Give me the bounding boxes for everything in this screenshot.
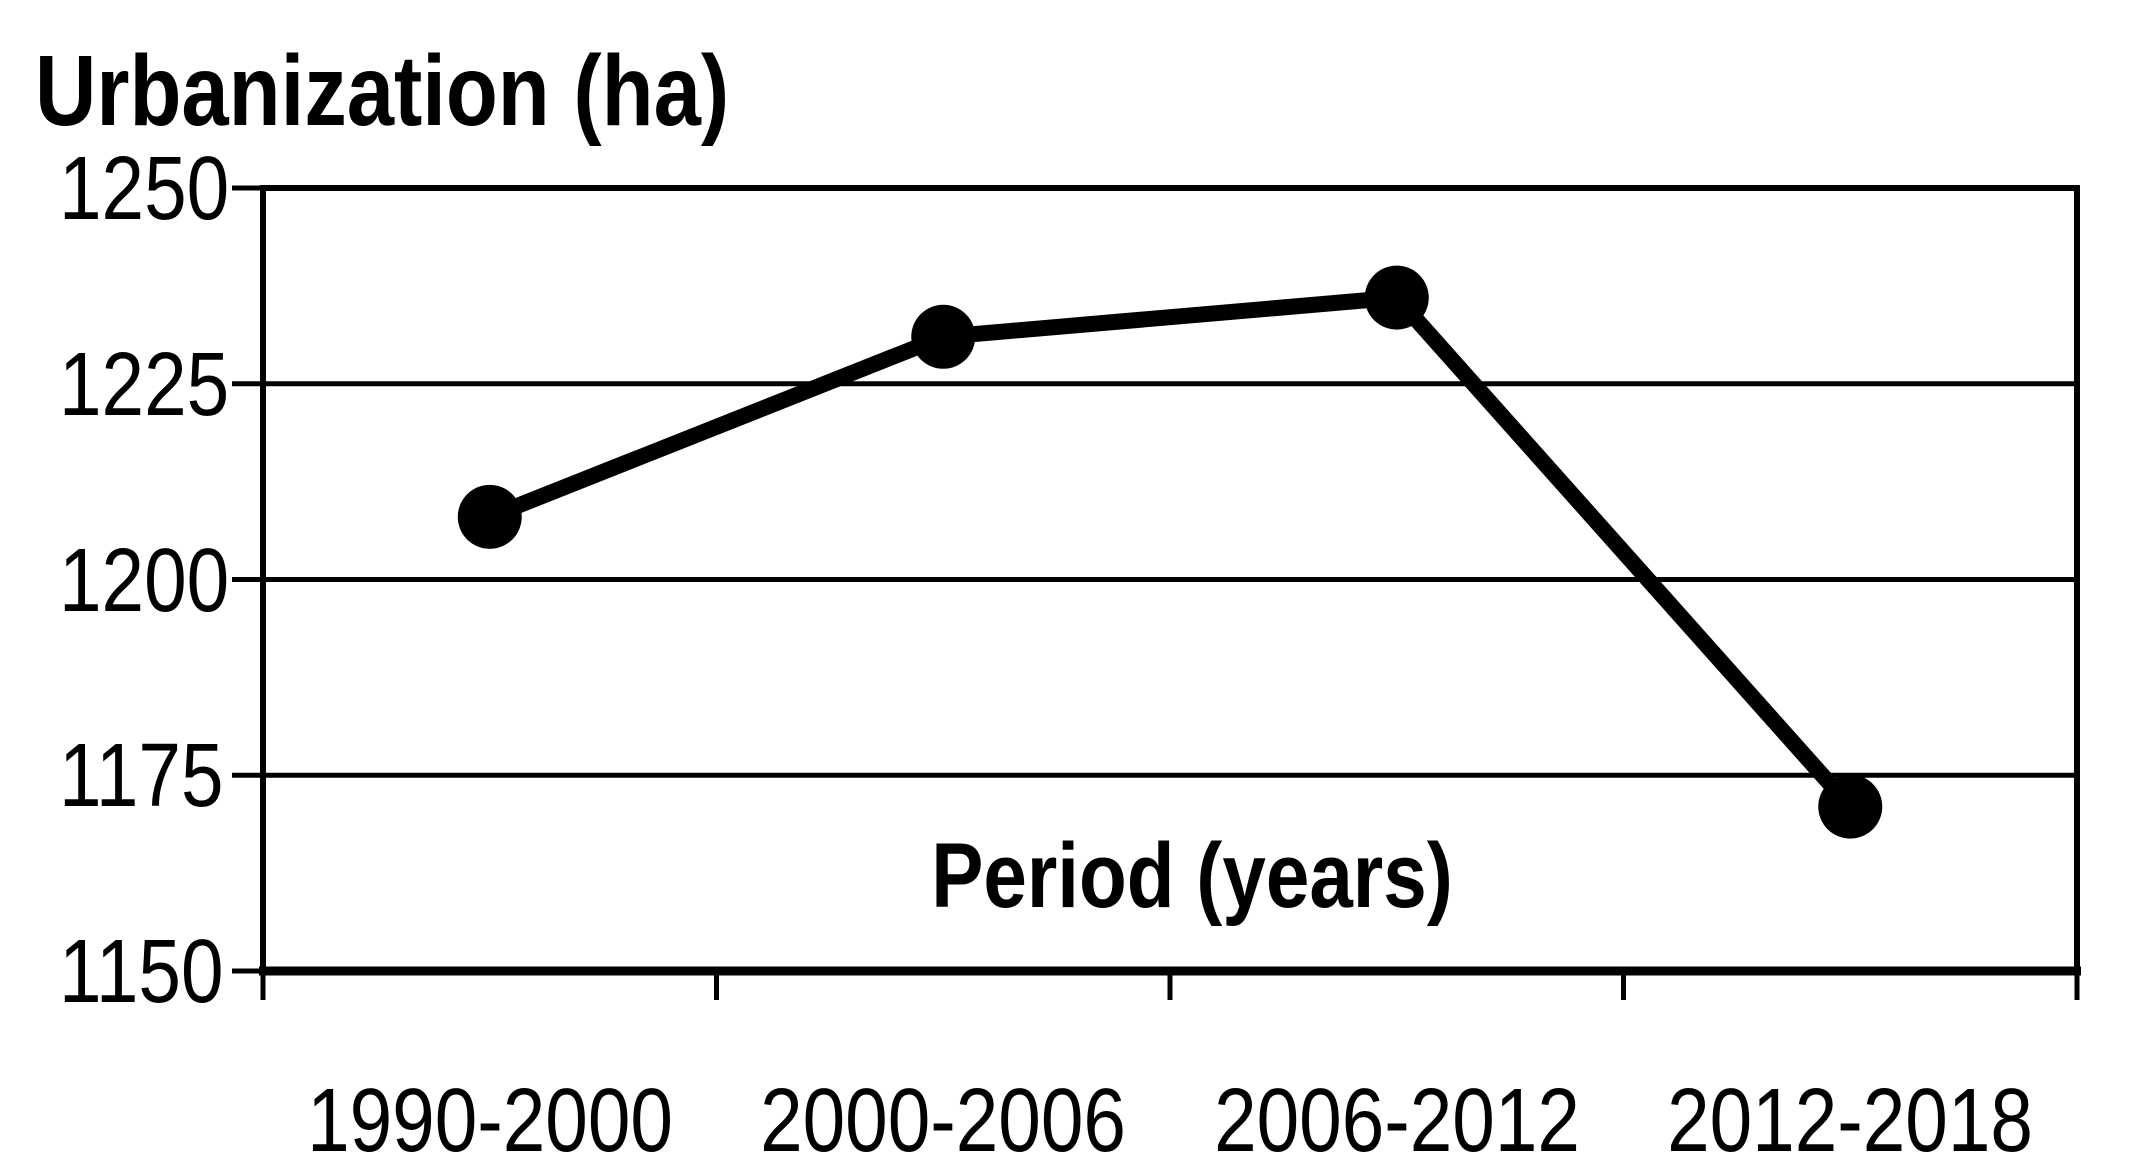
- data-point-marker: [1364, 265, 1429, 330]
- y-tick-label: 1175: [59, 726, 224, 827]
- y-tick-label: 1225: [59, 334, 230, 435]
- x-tick-label: 2000-2006: [760, 1071, 1127, 1161]
- data-point-marker: [911, 304, 976, 369]
- y-tick-label: 1150: [59, 922, 224, 1022]
- data-point-marker: [457, 484, 522, 549]
- x-axis-title: Period (years): [931, 825, 1453, 927]
- y-tick-label: 1250: [59, 139, 230, 239]
- series-line: [486, 289, 1857, 812]
- data-point-marker: [1818, 774, 1883, 839]
- x-tick-label: 2006-2012: [1213, 1071, 1580, 1161]
- y-tick-label: 1200: [59, 530, 230, 631]
- x-tick-label: 1990-2000: [306, 1071, 673, 1161]
- x-tick-label: 2012-2018: [1667, 1071, 2034, 1161]
- chart-title: Urbanization (ha): [35, 35, 730, 147]
